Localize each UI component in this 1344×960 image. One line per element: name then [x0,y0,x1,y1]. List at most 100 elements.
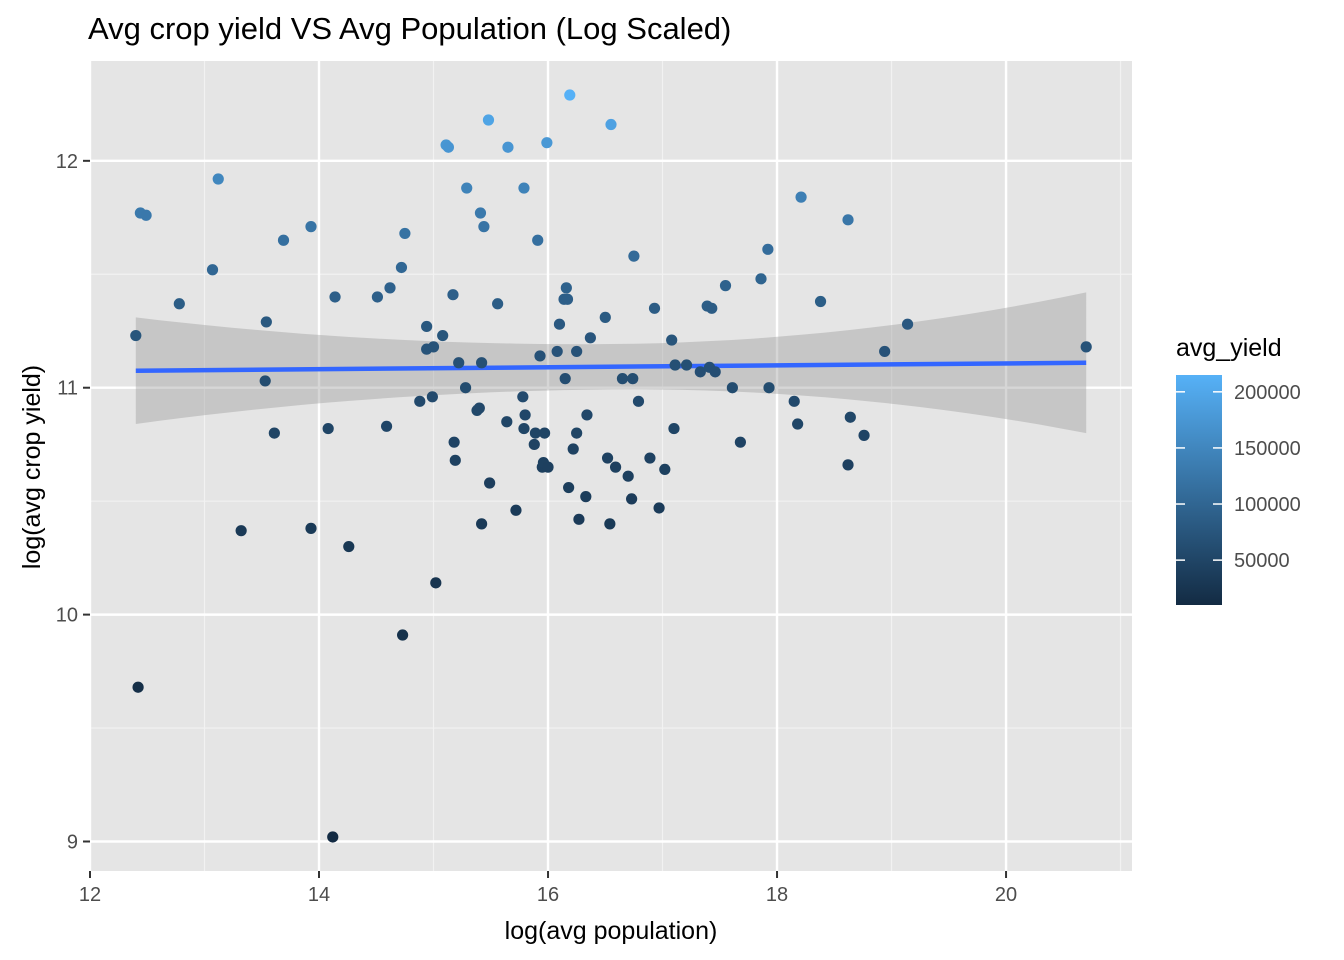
data-point [581,409,593,421]
data-points [130,89,1092,843]
data-point [559,373,571,385]
data-point [858,429,870,441]
legend-colorbar [1176,375,1222,605]
x-tick-label: 18 [766,884,788,906]
data-point [563,481,575,494]
trend-line [135,360,1087,373]
data-point [268,427,280,439]
data-point [437,329,449,342]
data-point [427,341,440,353]
data-point [571,345,583,358]
data-point [571,427,583,439]
data-point [644,452,656,464]
data-point [447,289,459,301]
data-point [626,493,638,505]
legend-tick-label: 50000 [1234,550,1290,572]
data-point [518,422,530,435]
data-point [541,137,553,149]
x-tick-label: 12 [79,884,101,906]
data-point [518,182,530,194]
data-point [609,461,622,473]
data-point [329,291,341,303]
data-point [680,359,693,371]
data-point [206,264,219,276]
data-point [628,250,640,262]
data-point [901,318,914,330]
data-point [604,518,616,530]
confidence-ribbon [135,292,1087,434]
data-point [173,298,185,310]
data-point [501,416,513,428]
data-point [459,382,472,394]
data-point [426,391,438,403]
data-point [669,359,681,371]
data-point [653,502,665,514]
data-point [474,207,487,219]
data-point [453,357,465,369]
data-point [322,422,334,435]
data-point [842,459,854,471]
data-point [580,491,592,503]
data-point [448,436,460,448]
data-point [632,395,645,407]
data-point [442,141,455,153]
data-point [421,320,433,333]
data-point [734,436,746,448]
data-point [482,114,495,126]
data-point [755,273,767,285]
y-tick-label: 10 [56,605,78,627]
y-tick-label: 9 [67,832,78,854]
legend-ticks: 50000 100000 150000 200000 [1176,382,1301,572]
data-point [528,438,540,451]
data-point [561,293,574,305]
data-point [140,209,152,221]
data-point [605,118,617,131]
data-point [879,345,891,358]
data-point [260,316,272,328]
data-point [666,334,678,346]
axes: 12 14 16 18 20 9 10 11 12 [56,151,1017,906]
data-point [648,302,661,314]
data-point [1080,341,1092,353]
data-point [538,427,551,439]
data-point [792,418,804,430]
data-point [305,221,317,233]
data-point [622,470,634,482]
legend-tick-label: 200000 [1234,382,1301,404]
data-point [584,332,596,344]
data-point [414,395,426,407]
data-point [529,427,542,439]
data-point [259,375,271,387]
data-point [510,504,522,516]
data-point [476,357,488,369]
x-tick-label: 20 [995,884,1017,906]
y-tick-label: 12 [56,151,78,173]
data-point [814,295,827,308]
x-axis-title: log(avg population) [505,917,718,945]
data-point [484,477,496,489]
data-point [694,366,706,378]
data-point [706,302,718,314]
confidence-ribbon-layer [135,292,1087,434]
data-point [277,234,290,246]
data-point [534,350,546,362]
data-point [844,411,856,423]
data-point [564,89,576,101]
data-point [659,463,671,476]
data-point [492,298,504,310]
data-point [502,141,514,153]
data-point [599,311,611,323]
data-point [305,522,317,534]
data-point [763,382,775,394]
data-point [384,282,396,294]
data-point [473,402,485,414]
chart-title: Avg crop yield VS Avg Population (Log Sc… [88,11,731,46]
data-point [788,395,800,407]
data-point [726,382,738,394]
legend-tick-label: 150000 [1234,438,1301,460]
data-point [478,221,490,233]
legend-title: avg_yield [1176,334,1282,362]
data-point [573,513,585,525]
data-point [430,577,442,589]
